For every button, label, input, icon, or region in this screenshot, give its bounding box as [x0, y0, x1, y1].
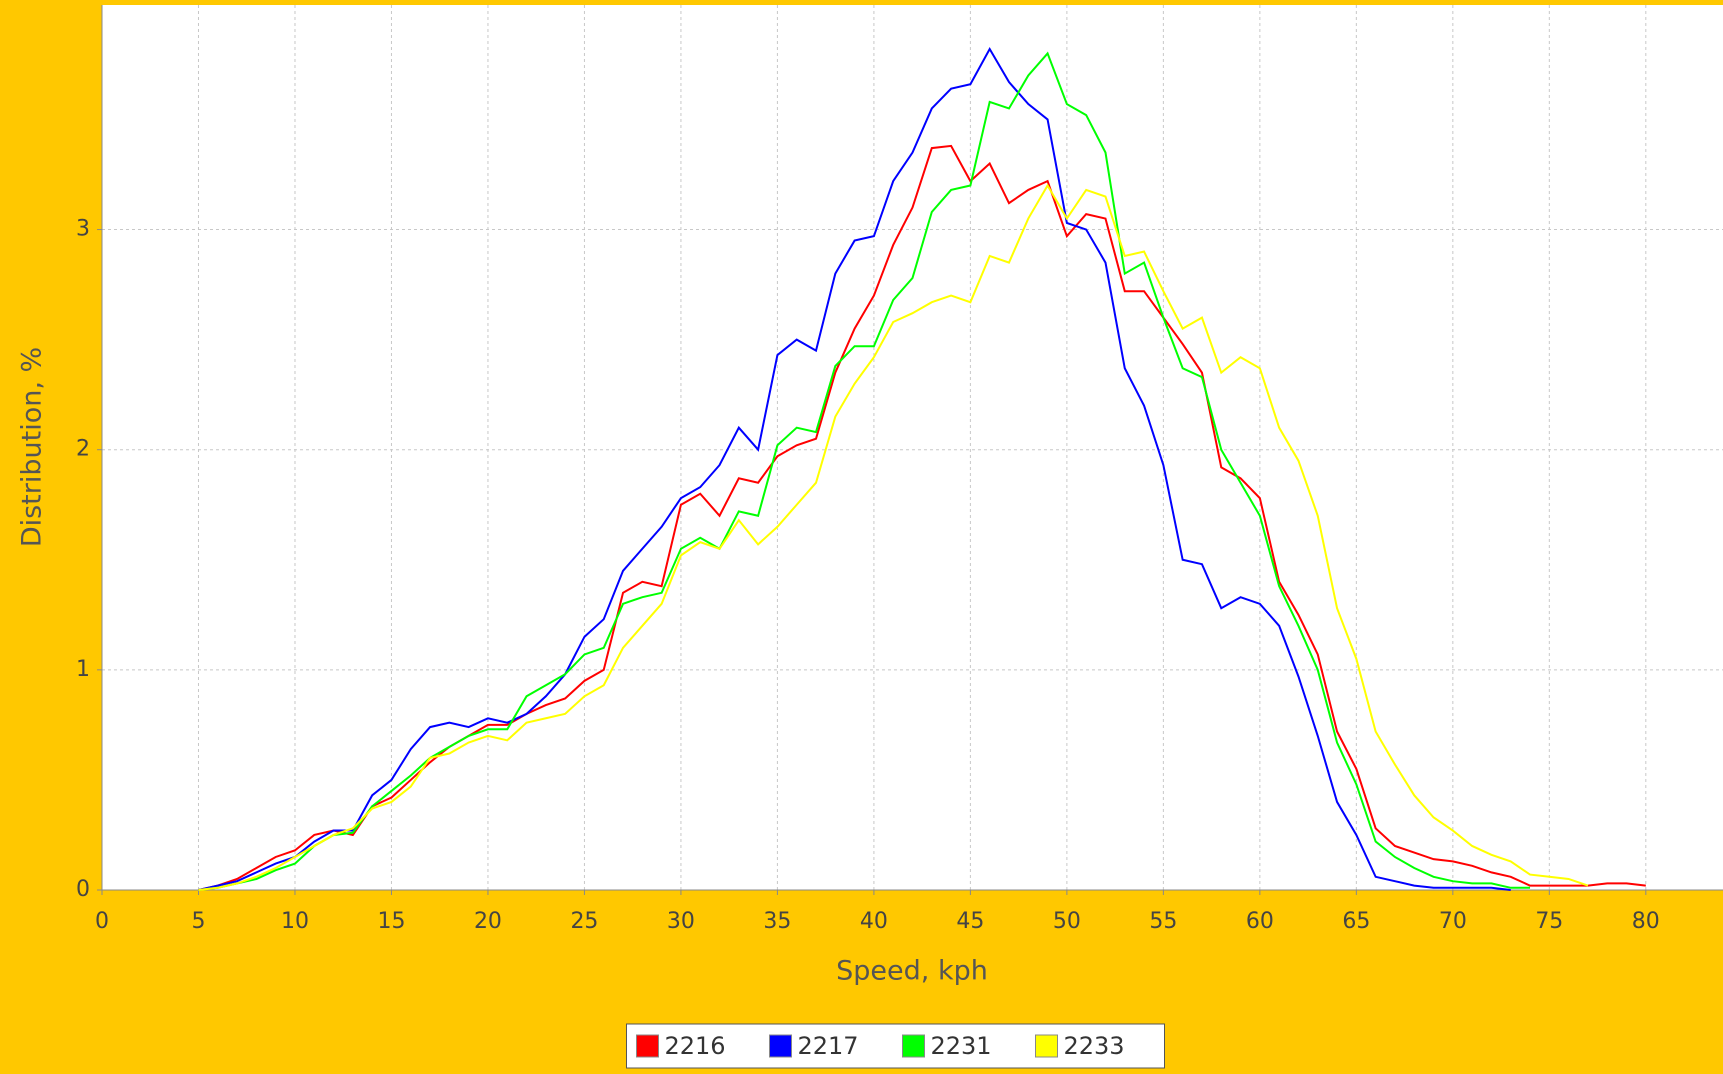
y-tick-label: 3 — [76, 217, 90, 242]
series-line — [198, 51, 1531, 891]
x-tick-label: 65 — [1342, 909, 1370, 934]
legend-box — [626, 1023, 1165, 1069]
legend-swatch — [769, 1034, 792, 1058]
x-tick-label: 15 — [377, 909, 405, 934]
y-axis-title: Distribution, % — [17, 347, 48, 547]
x-tick-label: 20 — [474, 909, 502, 934]
x-tick-label: 0 — [95, 909, 109, 934]
series-line — [198, 47, 1511, 891]
y-tick-label: 0 — [76, 877, 90, 902]
x-tick-label: 50 — [1053, 909, 1081, 934]
legend-swatch — [1035, 1034, 1058, 1058]
legend-label: 2233 — [1064, 1032, 1125, 1060]
x-axis-title: Speed, kph — [836, 956, 988, 987]
legend-label: 2231 — [931, 1032, 992, 1060]
plot-area — [102, 5, 1723, 890]
x-tick-label: 75 — [1535, 909, 1563, 934]
x-tick-label: 40 — [860, 909, 888, 934]
x-tick-label: 60 — [1246, 909, 1274, 934]
legend-label: 2217 — [798, 1032, 859, 1060]
legend-label: 2216 — [665, 1032, 726, 1060]
y-tick-label: 1 — [76, 657, 90, 682]
x-tick-label: 80 — [1632, 909, 1660, 934]
x-tick-label: 30 — [667, 909, 695, 934]
x-tick-label: 35 — [763, 909, 791, 934]
x-tick-label: 70 — [1439, 909, 1467, 934]
x-tick-label: 45 — [956, 909, 984, 934]
x-tick-label: 10 — [281, 909, 309, 934]
legend-swatch — [902, 1034, 925, 1058]
series-line — [198, 183, 1589, 891]
x-tick-label: 5 — [191, 909, 205, 934]
y-tick-label: 2 — [76, 437, 90, 462]
x-tick-label: 55 — [1149, 909, 1177, 934]
x-tick-label: 25 — [570, 909, 598, 934]
series-line — [198, 144, 1646, 891]
legend-swatch — [636, 1034, 659, 1058]
